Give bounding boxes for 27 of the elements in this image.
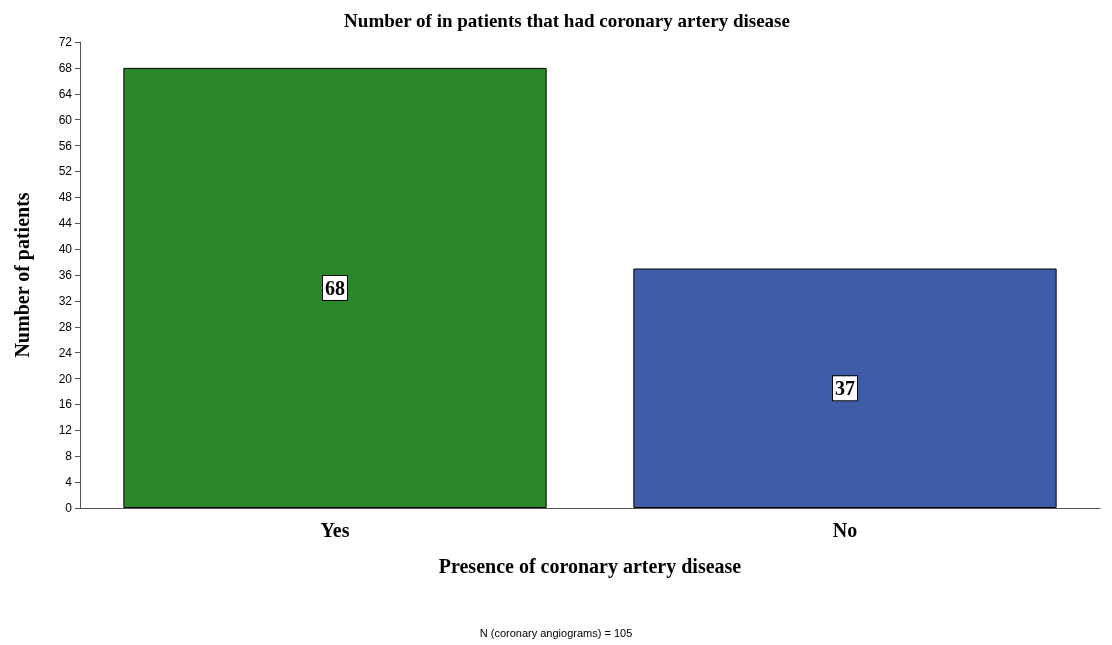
y-tick-label: 56 (58, 138, 73, 153)
y-tick-label: 68 (58, 60, 73, 75)
data-label: 68 (325, 276, 345, 299)
y-tick-label: 28 (58, 319, 73, 334)
y-tick-label: 0 (65, 501, 73, 515)
data-label: 37 (835, 377, 855, 400)
y-tick-label: 72 (58, 35, 73, 49)
text: N (coronary angiograms) = 105 (479, 626, 633, 639)
y-tick-label: 20 (58, 371, 73, 386)
y-tick-label: 12 (58, 423, 73, 438)
y-tick-label: 64 (58, 86, 73, 101)
y-tick-label: 40 (58, 242, 73, 257)
x-axis-title: Presence of coronary artery disease (438, 555, 742, 578)
y-tick-label: 16 (58, 397, 73, 412)
x-tick-label: No (832, 519, 858, 541)
chart-title: Number of in patients that had coronary artery disease (344, 10, 790, 31)
y-tick-label: 44 (58, 216, 73, 231)
y-tick-label: 4 (65, 475, 73, 490)
y-tick-label: 60 (58, 112, 73, 127)
y-tick-label: 52 (58, 164, 73, 179)
y-tick-label: 24 (58, 345, 73, 360)
y-axis-title: Number of patients (11, 192, 34, 358)
y-tick-label: 36 (58, 268, 73, 282)
y-tick-label: 48 (58, 190, 73, 205)
y-tick-label: 8 (65, 449, 73, 464)
y-tick-label: 32 (58, 293, 73, 308)
x-tick-label: Yes (320, 519, 350, 541)
